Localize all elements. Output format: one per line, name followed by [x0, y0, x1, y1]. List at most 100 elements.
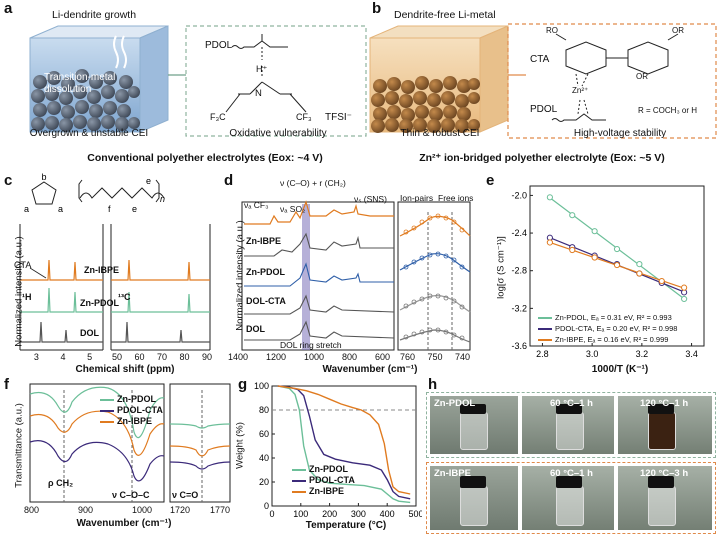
svg-text:a: a — [24, 204, 29, 214]
panel-d-trace-dolcta: DOL-CTA — [246, 296, 286, 306]
data-point — [636, 270, 643, 277]
tick-label: 90 — [201, 352, 212, 362]
data-point — [613, 261, 621, 269]
panel-c-cta: CTA — [14, 260, 32, 270]
vial-icon — [648, 412, 676, 450]
photo-bottom-2: 60 °C–1 h — [522, 466, 614, 530]
panel-e-label: e — [486, 172, 495, 189]
tick-label: 4 — [60, 352, 66, 362]
panel-b-ro-1: RO — [546, 26, 558, 35]
panel-b-title: Dendrite-free Li-metal — [394, 9, 496, 21]
panel-a-atom-n: N — [255, 88, 262, 99]
panel-a-pdol: PDOL — [205, 40, 233, 51]
panel-a-bottom-title: Conventional polyether electrolytes (Eox… — [87, 152, 323, 164]
tick-label: 900 — [77, 505, 94, 515]
tick-label: 800 — [24, 505, 40, 515]
svg-text:a: a — [58, 204, 63, 214]
tick-label: 1000 — [303, 352, 324, 362]
legend-item: PDOL-CTA — [292, 475, 355, 486]
legend-label: Zn-PDOL — [309, 464, 348, 474]
tick-label: 1720 — [170, 505, 191, 515]
panel-f-ticks-left: 800 900 1000 — [24, 505, 152, 515]
panel-b-cap-right: High-voltage stability — [573, 128, 667, 139]
legend-label: Zn-PDOL, Eₐ = 0.31 eV, R² = 0.993 — [555, 313, 672, 322]
panel-e-legend: Zn-PDOL, Eₐ = 0.31 eV, R² = 0.993 PDOL-C… — [538, 312, 677, 345]
y-tick-label: -3.2 — [511, 303, 527, 313]
panel-a-title: Li-dendrite growth — [52, 9, 137, 21]
x-tick-label: 400 — [380, 509, 395, 519]
tick-label: 80 — [179, 352, 190, 362]
photo-bottom-3: 120 °C–3 h — [618, 466, 712, 530]
panel-h-label: h — [428, 376, 438, 393]
data-point — [546, 239, 553, 246]
legend-item: Zn-IBPE, Eₐ = 0.16 eV, R² = 0.999 — [538, 334, 677, 345]
panel-b-zn2plus: Zn²⁺ — [572, 86, 589, 95]
panel-a-label: a — [4, 0, 13, 17]
panel-d-annot-cf3: νₐ CF₃ — [244, 200, 269, 210]
panel-b-bottom-title: Zn²⁺ ion-bridged polyether electrolyte (… — [419, 152, 665, 164]
panel-f-ticks-right: 1720 1770 — [170, 505, 230, 515]
y-tick-label: 100 — [254, 381, 269, 391]
panel-d-ion-pairs: Ion-pairs — [400, 193, 434, 203]
data-point — [681, 295, 688, 303]
legend-label: Zn-IBPE — [117, 416, 152, 426]
svg-text:n: n — [160, 194, 165, 204]
panel-b-cap-left: Thin & robust CEI — [400, 128, 480, 139]
photo-label: 120 °C–3 h — [640, 468, 689, 479]
vial-cap-icon — [460, 404, 486, 414]
legend-item: Zn-PDOL, Eₐ = 0.31 eV, R² = 0.993 — [538, 312, 677, 323]
panel-d-label: d — [224, 172, 234, 189]
y-tick-label: 40 — [259, 453, 269, 463]
panel-a-illustration — [29, 25, 367, 137]
data-point — [681, 284, 688, 291]
svg-text:b: b — [41, 172, 46, 182]
x-tick-label: 3.4 — [685, 349, 698, 359]
panel-b-cta: CTA — [530, 54, 550, 65]
y-tick-label: 0 — [264, 501, 269, 511]
tick-label: 70 — [156, 352, 167, 362]
tick-label: 760 — [400, 352, 416, 362]
panel-f-chart — [29, 383, 231, 503]
panel-e-ylabel: log[σ (S cm⁻¹)] — [495, 236, 507, 299]
panel-d-ticks-left: 1400 1200 1000 800 600 — [228, 352, 390, 362]
panel-b-label: b — [372, 0, 382, 17]
x-tick-label: 3.0 — [586, 349, 599, 359]
vial-cap-icon — [648, 476, 674, 488]
x-tick-label: 0 — [269, 509, 274, 519]
legend-item: Zn-PDOL — [100, 394, 163, 405]
panel-c-trace-ibpe: Zn-IBPE — [84, 265, 119, 275]
panel-d-ring: DOL ring stretch — [280, 340, 342, 350]
panel-a-tfsi: TFSI⁻ — [325, 112, 352, 123]
tick-label: 60 — [134, 352, 145, 362]
legend-label: PDOL-CTA — [309, 475, 355, 485]
legend-item: Zn-PDOL — [292, 464, 355, 475]
x-tick-label: 100 — [293, 509, 308, 519]
y-tick-label: -2.8 — [511, 266, 527, 276]
photo-label: Zn-IBPE — [434, 468, 471, 479]
panel-f-xlabel: Wavenumber (cm⁻¹) — [76, 518, 172, 529]
panel-h-top-frame — [426, 392, 716, 458]
panel-a-hplus: H⁺ — [256, 64, 268, 74]
svg-text:e: e — [146, 176, 151, 186]
series-line — [277, 385, 411, 495]
panel-d-ticks-right: 760 750 740 — [400, 352, 470, 362]
panel-f-annot-co: ν C=O — [172, 490, 199, 500]
tick-label: 50 — [112, 352, 123, 362]
y-tick-label: -2.0 — [511, 190, 527, 200]
panel-f-label: f — [4, 376, 9, 393]
panel-f-annot-ch2: ρ CH₂ — [48, 478, 74, 488]
panel-d-free-ions: Free ions — [438, 193, 474, 203]
series-line — [277, 385, 411, 504]
vial-icon — [648, 486, 676, 526]
x-tick-label: 300 — [351, 509, 366, 519]
panel-f-ylabel: Transmittance (a.u.) — [13, 403, 25, 488]
photo-label: Zn-PDOL — [434, 398, 476, 409]
data-point — [569, 246, 576, 254]
panel-a-cf3-left: F₃C — [210, 112, 226, 122]
panel-e-chart: 2.8 3.0 3.2 3.4 -2.0 -2.4 -2.8 -3.2 -3.6 — [511, 185, 705, 359]
panel-d-trace-pdol: Zn-PDOL — [246, 267, 285, 277]
plot-frame — [529, 185, 705, 347]
panel-a-cap-left: Overgrown & unstable CEI — [29, 128, 149, 139]
data-point — [636, 261, 643, 268]
legend-label: Zn-IBPE — [309, 486, 344, 496]
